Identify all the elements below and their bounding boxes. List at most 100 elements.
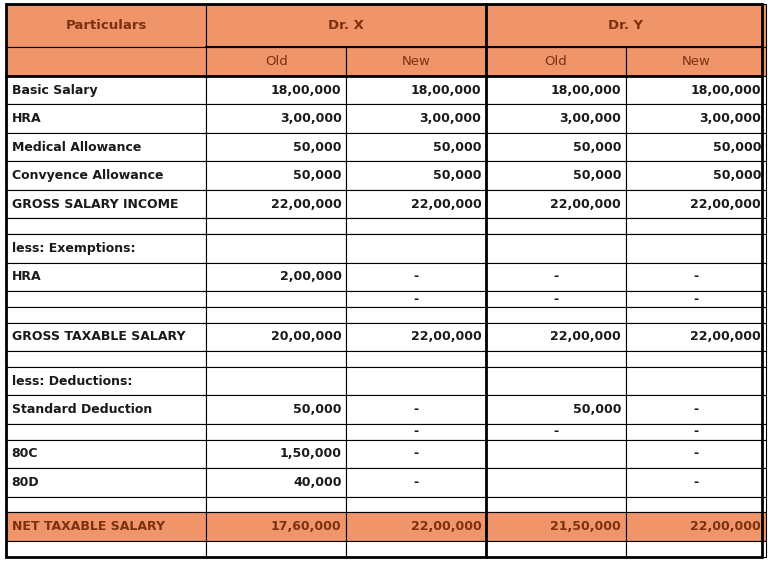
Bar [626, 323, 766, 351]
Bar [486, 541, 626, 557]
Bar [6, 440, 207, 468]
Bar [486, 351, 626, 367]
Text: 21,50,000: 21,50,000 [551, 520, 621, 533]
Text: NET TAXABLE SALARY: NET TAXABLE SALARY [12, 520, 164, 533]
Bar [486, 307, 626, 323]
Bar [207, 424, 346, 440]
Text: 40,000: 40,000 [293, 476, 342, 489]
Text: 50,000: 50,000 [713, 141, 761, 154]
Bar [486, 291, 626, 307]
Bar [346, 512, 486, 541]
Bar [6, 104, 207, 133]
Bar [486, 47, 626, 76]
Bar [346, 47, 486, 76]
Text: HRA: HRA [12, 112, 41, 125]
Bar [207, 512, 346, 541]
Bar [346, 424, 486, 440]
Bar [346, 307, 486, 323]
Text: 50,000: 50,000 [433, 169, 482, 182]
Bar [346, 76, 486, 104]
Text: Basic Salary: Basic Salary [12, 84, 97, 96]
Bar [626, 104, 766, 133]
Text: 3,00,000: 3,00,000 [559, 112, 621, 125]
Bar [486, 162, 626, 190]
Bar [626, 424, 766, 440]
Bar [626, 76, 766, 104]
Text: -: - [413, 292, 419, 306]
Bar [626, 496, 766, 512]
Text: less: Exemptions:: less: Exemptions: [12, 242, 135, 255]
Text: -: - [554, 270, 558, 283]
Bar [346, 234, 486, 263]
Text: 3,00,000: 3,00,000 [419, 112, 482, 125]
Text: 22,00,000: 22,00,000 [690, 330, 761, 343]
Bar [207, 291, 346, 307]
Text: New: New [402, 55, 431, 68]
Text: -: - [554, 292, 558, 306]
Bar [6, 541, 207, 557]
Text: Medical Allowance: Medical Allowance [12, 141, 141, 154]
Bar [486, 512, 626, 541]
Bar [207, 47, 346, 76]
Bar [486, 76, 626, 104]
Bar [486, 218, 626, 234]
Bar [6, 47, 207, 76]
Bar [486, 367, 626, 396]
Text: -: - [694, 425, 698, 438]
Text: -: - [413, 447, 419, 461]
Text: 50,000: 50,000 [293, 169, 342, 182]
Text: 22,00,000: 22,00,000 [411, 520, 482, 533]
Bar [207, 440, 346, 468]
Text: Dr. Y: Dr. Y [608, 20, 644, 33]
Bar [626, 218, 766, 234]
Bar [626, 190, 766, 218]
Text: -: - [694, 292, 698, 306]
Bar [6, 190, 207, 218]
Text: -: - [694, 270, 698, 283]
Text: New: New [681, 55, 710, 68]
Bar [6, 234, 207, 263]
Bar [346, 367, 486, 396]
Bar [6, 424, 207, 440]
Bar [626, 263, 766, 291]
Bar [207, 218, 346, 234]
Bar [207, 367, 346, 396]
Text: Standard Deduction: Standard Deduction [12, 403, 152, 416]
Text: 50,000: 50,000 [573, 141, 621, 154]
Bar [6, 218, 207, 234]
Bar [626, 468, 766, 496]
Bar [486, 496, 626, 512]
Text: -: - [554, 425, 558, 438]
Text: less: Deductions:: less: Deductions: [12, 375, 132, 388]
Text: 22,00,000: 22,00,000 [690, 520, 761, 533]
Text: Old: Old [545, 55, 568, 68]
Bar [346, 496, 486, 512]
Text: GROSS SALARY INCOME: GROSS SALARY INCOME [12, 197, 178, 211]
Text: GROSS TAXABLE SALARY: GROSS TAXABLE SALARY [12, 330, 185, 343]
Bar [6, 263, 207, 291]
Bar [6, 4, 207, 47]
Text: 50,000: 50,000 [433, 141, 482, 154]
Text: 22,00,000: 22,00,000 [411, 330, 482, 343]
Bar [6, 307, 207, 323]
Bar [6, 351, 207, 367]
Text: -: - [413, 425, 419, 438]
Text: 18,00,000: 18,00,000 [551, 84, 621, 96]
Text: 2,00,000: 2,00,000 [280, 270, 342, 283]
Bar [6, 291, 207, 307]
Text: 22,00,000: 22,00,000 [551, 197, 621, 211]
Bar [626, 367, 766, 396]
Bar [346, 351, 486, 367]
Bar [626, 396, 766, 424]
Bar [626, 512, 766, 541]
Bar [346, 162, 486, 190]
Bar [346, 291, 486, 307]
Text: 22,00,000: 22,00,000 [551, 330, 621, 343]
Bar [346, 541, 486, 557]
Bar [486, 263, 626, 291]
Bar [626, 351, 766, 367]
Text: 50,000: 50,000 [293, 141, 342, 154]
Bar [626, 291, 766, 307]
Bar [207, 104, 346, 133]
Text: Old: Old [265, 55, 288, 68]
